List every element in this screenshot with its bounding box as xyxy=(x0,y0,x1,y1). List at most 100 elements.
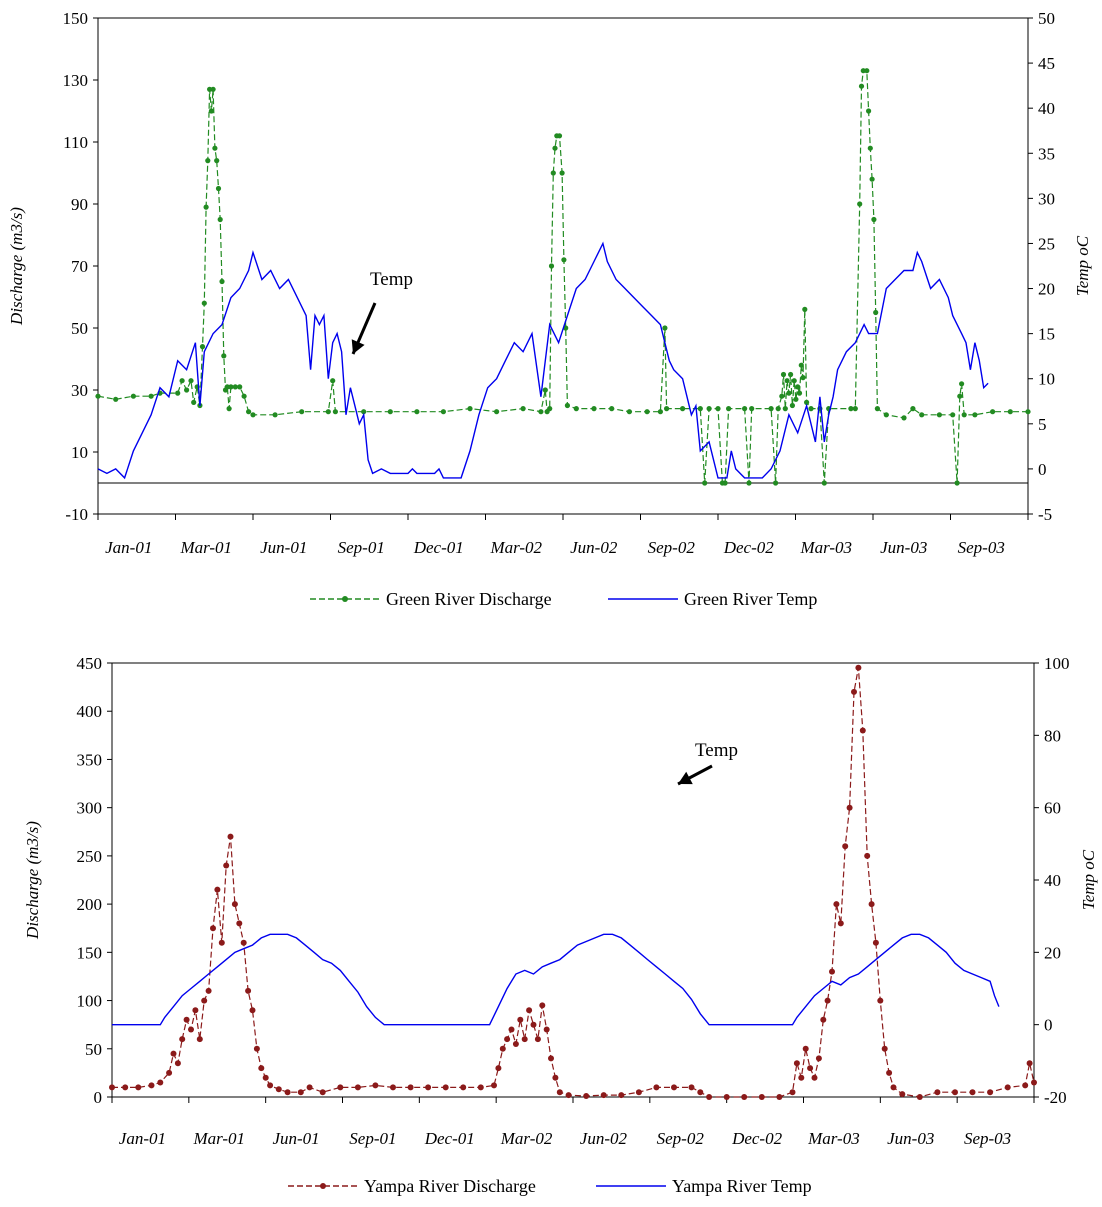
data-point xyxy=(600,1092,607,1099)
data-point xyxy=(706,406,712,412)
x-tick-label: Dec-02 xyxy=(723,538,775,557)
data-point xyxy=(183,1016,190,1023)
data-point xyxy=(191,399,197,405)
data-point xyxy=(332,409,338,415)
data-point xyxy=(872,939,879,946)
data-point xyxy=(886,1069,893,1076)
data-point xyxy=(319,1089,326,1096)
x-tick-label: Mar-02 xyxy=(489,538,542,557)
data-point xyxy=(846,804,853,811)
x-tick-label: Jun-03 xyxy=(887,1129,934,1148)
data-point xyxy=(867,145,873,151)
x-tick-label: Jan-01 xyxy=(119,1129,166,1148)
data-point xyxy=(901,415,907,421)
data-point xyxy=(776,1094,783,1100)
y2-tick-label: 10 xyxy=(1038,370,1055,389)
data-point xyxy=(741,1094,748,1100)
data-point xyxy=(175,390,181,396)
data-point xyxy=(851,688,857,695)
data-point xyxy=(325,409,331,415)
y-tick-label: 200 xyxy=(77,895,103,914)
data-point xyxy=(512,1041,519,1047)
y-tick-label: 90 xyxy=(71,195,88,214)
data-point xyxy=(565,1092,572,1099)
data-point xyxy=(258,1065,265,1072)
data-point xyxy=(559,170,565,176)
data-point xyxy=(543,1026,550,1033)
data-point xyxy=(330,378,336,384)
data-point xyxy=(113,396,119,402)
data-point xyxy=(539,1002,546,1009)
data-point xyxy=(275,1086,282,1093)
data-point xyxy=(299,409,305,415)
data-point xyxy=(883,412,889,418)
data-point xyxy=(583,1093,590,1099)
data-point xyxy=(815,1055,822,1062)
x-tick-label: Sep-03 xyxy=(964,1129,1011,1148)
legend-marker xyxy=(320,1183,326,1189)
data-point xyxy=(706,1094,713,1100)
data-point xyxy=(1031,1079,1037,1086)
legend-label-1: Green River Discharge xyxy=(386,589,552,609)
data-point xyxy=(241,393,247,399)
data-point xyxy=(697,406,703,412)
x-tick-label: Mar-01 xyxy=(179,538,232,557)
data-point xyxy=(272,412,278,418)
data-point xyxy=(877,997,884,1004)
data-point xyxy=(442,1084,449,1091)
y2-tick-label: 60 xyxy=(1044,799,1061,818)
data-point xyxy=(508,1026,515,1033)
data-point xyxy=(95,393,101,399)
data-point xyxy=(796,390,803,396)
data-point xyxy=(425,1084,432,1091)
data-point xyxy=(793,1060,800,1067)
y-axis-label: Discharge (m3/s) xyxy=(7,207,26,326)
data-point xyxy=(688,1084,695,1091)
annotation-label: Temp xyxy=(370,269,413,290)
data-point xyxy=(552,145,558,151)
data-point xyxy=(477,1084,484,1091)
series-line-1 xyxy=(97,70,1028,484)
data-point xyxy=(671,1084,677,1091)
legend-label-1: Yampa River Discharge xyxy=(364,1176,536,1196)
data-point xyxy=(952,1089,958,1096)
plot-frame xyxy=(97,17,1029,515)
y2-tick-label: 80 xyxy=(1044,726,1061,745)
x-tick-label: Mar-02 xyxy=(500,1129,553,1148)
data-point xyxy=(520,406,526,412)
data-point xyxy=(591,406,597,412)
data-point xyxy=(297,1089,304,1096)
data-point xyxy=(742,406,748,412)
data-point xyxy=(916,1094,923,1100)
y-tick-label: 100 xyxy=(77,992,103,1011)
data-point xyxy=(890,1084,897,1091)
data-point xyxy=(1007,409,1013,415)
y2-tick-label: 15 xyxy=(1038,325,1055,344)
data-point xyxy=(245,987,252,994)
data-point xyxy=(521,1036,528,1043)
data-point xyxy=(564,402,571,409)
data-point xyxy=(726,406,732,412)
data-point xyxy=(253,1045,260,1052)
x-tick-label: Jun-01 xyxy=(272,1129,319,1148)
data-point xyxy=(789,1089,796,1096)
y-axis-label: Discharge (m3/s) xyxy=(23,821,42,940)
y2-axis-label: Temp oC xyxy=(1079,849,1098,910)
data-point xyxy=(573,406,579,412)
data-point xyxy=(969,1089,976,1096)
series-line-1 xyxy=(112,667,1035,1098)
data-point xyxy=(552,1074,559,1081)
y-tick-label: 110 xyxy=(63,133,88,152)
data-point xyxy=(122,1084,129,1091)
data-point xyxy=(662,325,668,331)
data-point xyxy=(1004,1084,1011,1091)
data-point xyxy=(950,412,956,418)
data-point xyxy=(495,1065,502,1072)
data-point xyxy=(990,409,996,415)
data-point xyxy=(1025,409,1031,415)
data-point xyxy=(779,393,785,399)
x-tick-label: Dec-01 xyxy=(424,1129,475,1148)
data-point xyxy=(246,409,252,415)
data-point xyxy=(775,406,781,412)
data-point xyxy=(855,664,862,671)
